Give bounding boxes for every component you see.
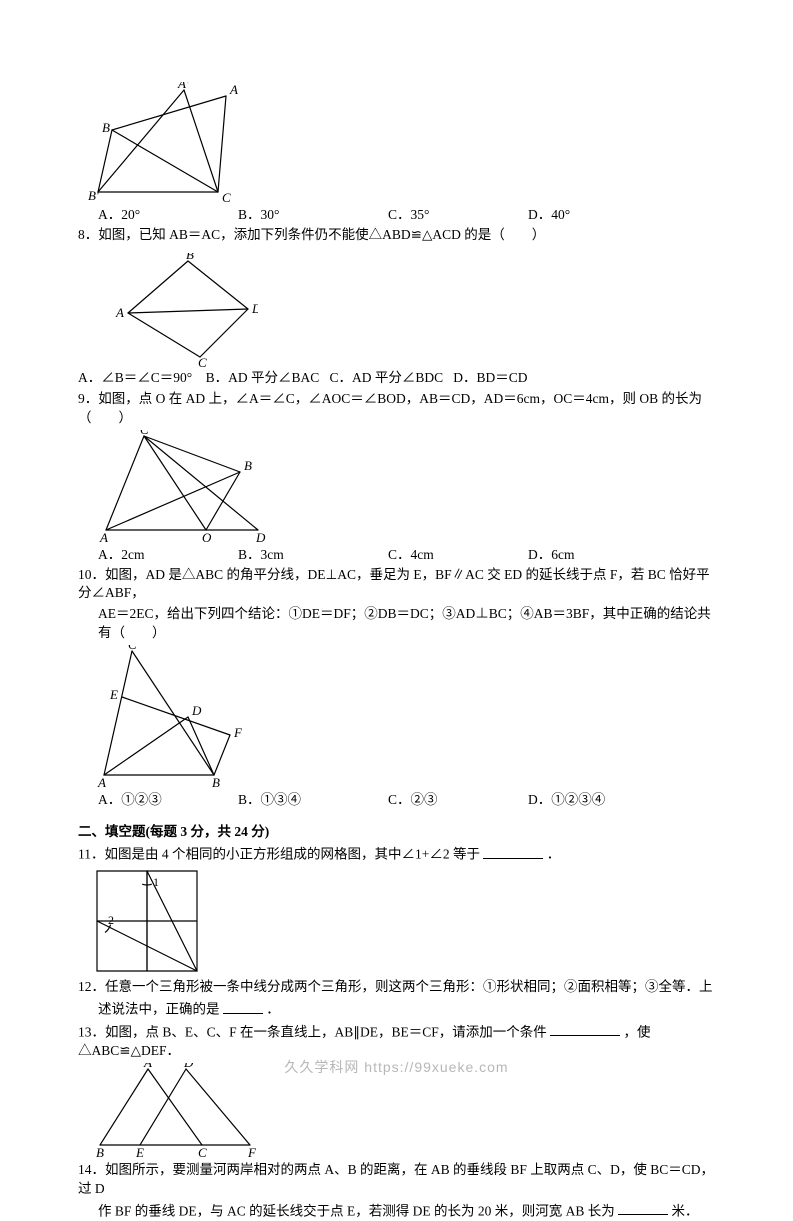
q14-line2a: 作 BF 的垂线 DE，与 AC 的延长线交于点 E，若测得 DE 的长为 20… bbox=[98, 1203, 615, 1218]
q10-choice-b: B．①③④ bbox=[238, 791, 301, 810]
q7-choice-d: D．40° bbox=[528, 206, 570, 225]
svg-text:O: O bbox=[202, 530, 212, 544]
q11-svg: 12 bbox=[92, 866, 202, 976]
svg-text:2: 2 bbox=[108, 913, 114, 927]
q11-figure: 12 bbox=[92, 866, 715, 976]
q12-line1: 12．任意一个三角形被一条中线分成两个三角形，则这两个三角形：①形状相同；②面积… bbox=[78, 978, 715, 997]
svg-text:C: C bbox=[140, 430, 149, 437]
q9-figure: A D O C B bbox=[98, 430, 715, 544]
q10-choice-c: C．②③ bbox=[388, 791, 438, 810]
q14-line2: 作 BF 的垂线 DE，与 AC 的延长线交于点 E，若测得 DE 的长为 20… bbox=[98, 1201, 715, 1221]
q10-choices: A．①②③ B．①③④ C．②③ D．①②③④ bbox=[98, 791, 715, 809]
q9-choice-d: D．6cm bbox=[528, 546, 575, 565]
q10-stem2: AE＝2EC，给出下列四个结论：①DE＝DF；②DB＝DC；③AD⊥BC；④AB… bbox=[98, 605, 715, 643]
q8-choice-a: A．∠B＝∠C＝90° bbox=[78, 370, 192, 385]
q7-choice-c: C．35° bbox=[388, 206, 429, 225]
q11-blank bbox=[483, 844, 543, 859]
q11-stem: 11．如图是由 4 个相同的小正方形组成的网格图，其中∠1+∠2 等于 bbox=[78, 847, 480, 862]
svg-text:B': B' bbox=[88, 188, 99, 203]
q8-figure: A B C D bbox=[108, 253, 715, 367]
svg-text:D: D bbox=[191, 703, 202, 718]
q7-svg: A' A B B' C bbox=[88, 82, 238, 204]
svg-text:C: C bbox=[222, 190, 231, 204]
q11-line: 11．如图是由 4 个相同的小正方形组成的网格图，其中∠1+∠2 等于 ． bbox=[78, 844, 715, 864]
q7-choice-b: B．30° bbox=[238, 206, 279, 225]
q14-line2b: 米． bbox=[672, 1203, 699, 1218]
svg-text:C: C bbox=[198, 355, 207, 367]
svg-text:A: A bbox=[115, 305, 124, 320]
svg-text:A: A bbox=[99, 530, 108, 544]
q10-svg: A B C D E F bbox=[92, 645, 252, 789]
svg-text:B: B bbox=[212, 775, 220, 789]
q8-choice-b: B．AD 平分∠BAC bbox=[206, 370, 320, 385]
svg-text:F: F bbox=[247, 1145, 257, 1159]
q10-choice-d: D．①②③④ bbox=[528, 791, 605, 810]
q11-tail: ． bbox=[547, 847, 561, 862]
svg-text:C: C bbox=[198, 1145, 207, 1159]
svg-text:1: 1 bbox=[153, 875, 159, 889]
q10-stem1: 10．如图，AD 是△ABC 的角平分线，DE⊥AC，垂足为 E，BF∥AC 交… bbox=[78, 566, 715, 604]
svg-text:F: F bbox=[233, 725, 243, 740]
svg-text:B: B bbox=[186, 253, 194, 262]
svg-text:B: B bbox=[96, 1145, 104, 1159]
q8-stem: 8．如图，已知 AB＝AC，添加下列条件仍不能使△ABD≌△ACD 的是（ ） bbox=[78, 226, 715, 245]
q9-choice-b: B．3cm bbox=[238, 546, 284, 565]
svg-text:A': A' bbox=[177, 82, 189, 91]
page-footer: 久久学科网 https://99xueke.com bbox=[0, 1058, 793, 1078]
svg-text:C: C bbox=[128, 645, 137, 652]
q10-choice-a: A．①②③ bbox=[98, 791, 162, 810]
svg-text:D: D bbox=[251, 301, 258, 316]
q7-choice-a: A．20° bbox=[98, 206, 140, 225]
q9-choices: A．2cm B．3cm C．4cm D．6cm bbox=[98, 546, 715, 564]
svg-text:E: E bbox=[109, 687, 118, 702]
q8-choices: A．∠B＝∠C＝90° B．AD 平分∠BAC C．AD 平分∠BDC D．BD… bbox=[78, 369, 715, 388]
q8-choice-c: C．AD 平分∠BDC bbox=[329, 370, 443, 385]
q12-line2b: ． bbox=[266, 1002, 280, 1017]
q10-figure: A B C D E F bbox=[92, 645, 715, 789]
q8-choice-d: D．BD＝CD bbox=[453, 370, 527, 385]
q9-choice-c: C．4cm bbox=[388, 546, 434, 565]
svg-text:E: E bbox=[135, 1145, 144, 1159]
q13-line: 13．如图，点 B、E、C、F 在一条直线上，AB∥DE，BE＝CF，请添加一个… bbox=[78, 1022, 715, 1061]
q7-figure: A' A B B' C bbox=[88, 82, 715, 204]
svg-text:B: B bbox=[102, 120, 110, 135]
q8-svg: A B C D bbox=[108, 253, 258, 367]
q9-svg: A D O C B bbox=[98, 430, 268, 544]
section2-head: 二、填空题(每题 3 分，共 24 分) bbox=[78, 823, 715, 842]
q9-stem: 9．如图，点 O 在 AD 上，∠A＝∠C，∠AOC＝∠BOD，AB＝CD，AD… bbox=[78, 390, 715, 428]
q13-stem-a: 13．如图，点 B、E、C、F 在一条直线上，AB∥DE，BE＝CF，请添加一个… bbox=[78, 1024, 547, 1039]
svg-text:B: B bbox=[244, 458, 252, 473]
q12-line2: 述说法中，正确的是 ． bbox=[98, 999, 715, 1019]
svg-text:A: A bbox=[97, 775, 106, 789]
q14-line1: 14．如图所示，要测量河两岸相对的两点 A、B 的距离，在 AB 的垂线段 BF… bbox=[78, 1161, 715, 1199]
svg-text:D: D bbox=[255, 530, 266, 544]
q12-blank bbox=[223, 999, 263, 1014]
q7-choices: A．20° B．30° C．35° D．40° bbox=[98, 206, 715, 224]
q12-line2a: 述说法中，正确的是 bbox=[98, 1002, 220, 1017]
svg-text:A: A bbox=[229, 82, 238, 97]
q14-blank bbox=[618, 1201, 668, 1216]
q9-choice-a: A．2cm bbox=[98, 546, 145, 565]
q13-blank bbox=[550, 1022, 620, 1037]
